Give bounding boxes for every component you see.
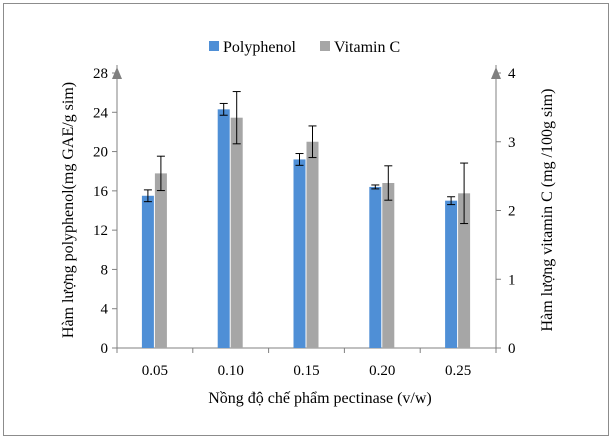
x-tick-label: 0.05 — [142, 363, 168, 379]
y-tick-label-left: 0 — [101, 341, 109, 357]
y-tick-label-left: 28 — [93, 66, 108, 82]
bar-vitamin-c — [230, 117, 243, 348]
y-tick-label-right: 0 — [508, 341, 516, 357]
legend-swatch-polyphenol — [209, 41, 219, 51]
y-tick-label-right: 3 — [508, 135, 516, 151]
y-tick-label-left: 8 — [101, 262, 109, 278]
y-axis-title-left: Hàm lượng polyphenol(mg GAE/g sim) — [60, 82, 77, 338]
y-tick-label-left: 20 — [93, 145, 108, 161]
y-tick-label-right: 1 — [508, 272, 516, 288]
legend-label-vitamin-c: Vitamin C — [334, 39, 400, 56]
y-axis-title-right: Hàm lượng vitamin C (mg /100g sim) — [539, 89, 556, 332]
x-tick-label: 0.15 — [293, 363, 319, 379]
bar-vitamin-c — [458, 193, 471, 348]
y-tick-label-right: 4 — [508, 66, 516, 82]
bar-polyphenol — [217, 109, 230, 348]
y-tick-label-left: 24 — [93, 105, 109, 121]
bar-polyphenol — [293, 159, 306, 348]
legend-label-polyphenol: Polyphenol — [223, 39, 296, 56]
legend: Polyphenol Vitamin C — [209, 39, 400, 56]
bar-vitamin-c — [154, 173, 167, 348]
x-tick-label: 0.20 — [369, 363, 395, 379]
bar-vitamin-c — [306, 141, 319, 348]
x-tick-label: 0.10 — [218, 363, 244, 379]
x-tick-label: 0.25 — [445, 363, 471, 379]
bar-polyphenol — [445, 200, 458, 348]
y-tick-label-left: 16 — [93, 184, 109, 200]
bar-vitamin-c — [382, 183, 395, 348]
y-tick-label-left: 4 — [101, 302, 109, 318]
y-tick-label-left: 12 — [93, 223, 108, 239]
bar-polyphenol — [369, 186, 382, 348]
chart-frame — [3, 3, 609, 436]
legend-swatch-vitamin-c — [320, 41, 330, 51]
y-tick-label-right: 2 — [508, 204, 516, 220]
x-axis-title: Nồng độ chế phẩm pectinase (v/w) — [208, 390, 431, 407]
bar-polyphenol — [141, 195, 154, 348]
